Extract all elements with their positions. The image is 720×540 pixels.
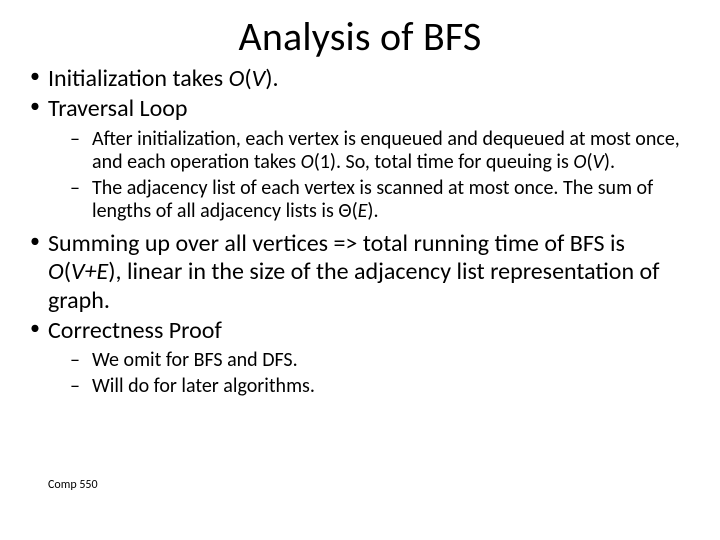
- text: Traversal Loop: [48, 94, 188, 123]
- text: Initialization takes: [48, 64, 229, 93]
- subbullet-adjacency: The adjacency list of each vertex is sca…: [48, 177, 694, 224]
- bullet-initialization: Initialization takes O(V).: [26, 65, 694, 93]
- var-e: E: [358, 199, 368, 223]
- subbullet-omit: We omit for BFS and DFS.: [48, 349, 694, 373]
- bullet-list-lvl1: Initialization takes O(V). Traversal Loo…: [26, 65, 694, 398]
- bullet-summing: Summing up over all vertices => total ru…: [26, 230, 694, 315]
- text: ), linear in the size of the adjacency l…: [48, 257, 659, 314]
- slide: Analysis of BFS Initialization takes O(V…: [0, 0, 720, 540]
- text: (: [244, 64, 251, 93]
- bullet-correctness: Correctness Proof We omit for BFS and DF…: [26, 317, 694, 399]
- var-v: V: [593, 150, 604, 174]
- bullet-list-lvl2: After initialization, each vertex is enq…: [48, 128, 694, 224]
- text: ).: [367, 199, 378, 223]
- text: ).: [265, 64, 278, 93]
- theta-symbol: Θ: [338, 199, 351, 223]
- var-v: V: [252, 64, 266, 93]
- text: Summing up over all vertices => total ru…: [48, 229, 625, 258]
- subbullet-later: Will do for later algorithms.: [48, 375, 694, 399]
- text: ).: [604, 150, 615, 174]
- big-o: O: [301, 150, 314, 174]
- text: Correctness Proof: [48, 316, 222, 345]
- big-o: O: [48, 257, 64, 286]
- var-ve: V+E: [71, 257, 108, 286]
- bullet-list-lvl2: We omit for BFS and DFS. Will do for lat…: [48, 349, 694, 398]
- text: (: [64, 257, 71, 286]
- text: We omit for BFS and DFS.: [92, 348, 298, 372]
- bullet-traversal-loop: Traversal Loop After initialization, eac…: [26, 95, 694, 224]
- text: Will do for later algorithms.: [92, 374, 315, 398]
- text: (1). So, total time for queuing is: [314, 150, 574, 174]
- subbullet-queue: After initialization, each vertex is enq…: [48, 128, 694, 175]
- big-o: O: [573, 150, 586, 174]
- slide-title: Analysis of BFS: [26, 12, 694, 61]
- big-o: O: [229, 64, 245, 93]
- footer-text: Comp 550: [48, 478, 98, 492]
